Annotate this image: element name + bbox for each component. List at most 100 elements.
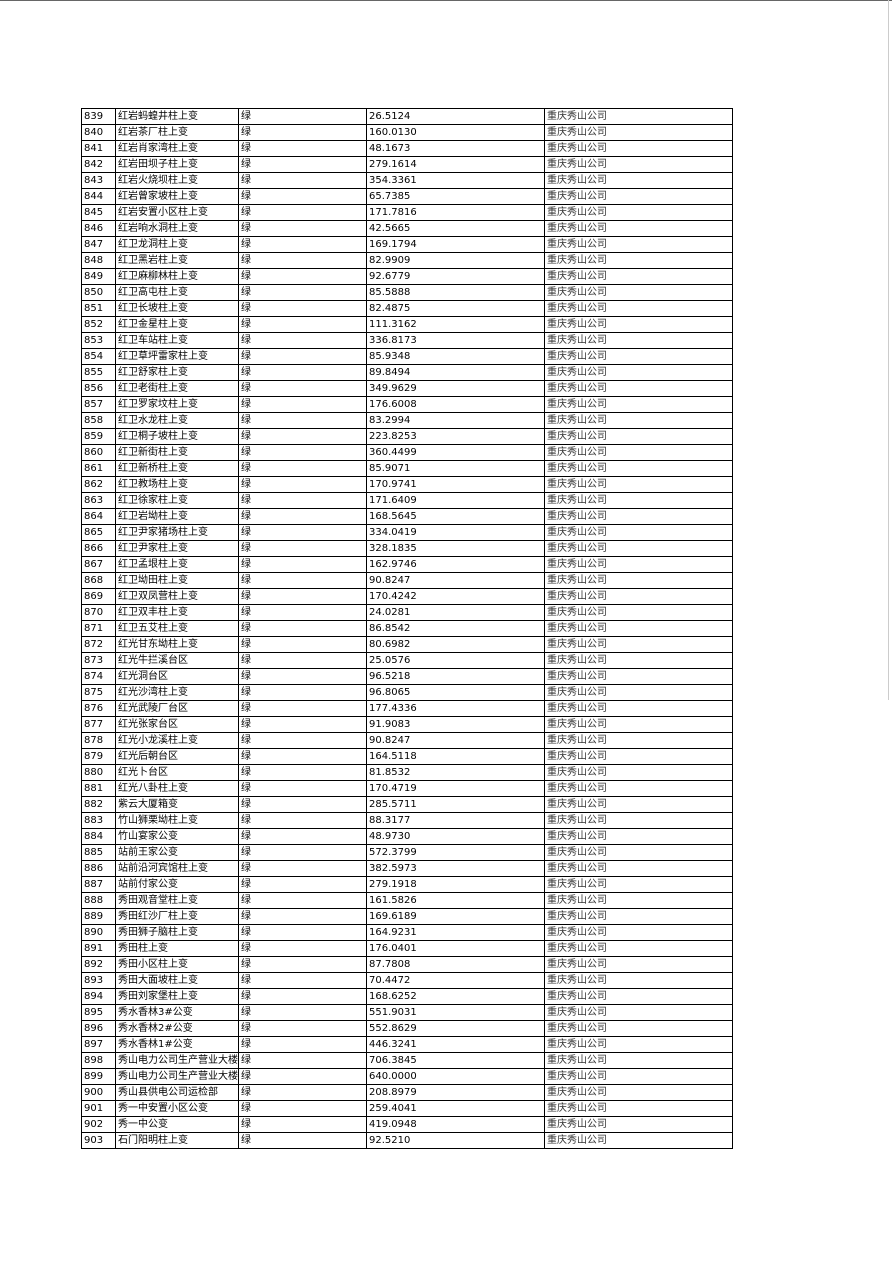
value: 91.9083 — [366, 716, 545, 733]
table-row: 857 红卫罗家坟柱上变绿 176.6008 重庆秀山公司 — [81, 396, 733, 413]
table-row: 873 红光牛拦溪台区绿 25.0576 重庆秀山公司 — [81, 652, 733, 669]
status: 绿 — [238, 1132, 367, 1149]
company: 重庆秀山公司 — [544, 764, 733, 781]
status: 绿 — [238, 476, 367, 493]
station-name: 红卫教场柱上变 — [115, 476, 239, 493]
table-row: 872 红光甘东坳柱上变绿 80.6982 重庆秀山公司 — [81, 636, 733, 653]
company: 重庆秀山公司 — [544, 924, 733, 941]
data-table: 839 红岩蚂蝗井柱上变绿 26.5124 重庆秀山公司 840 红岩茶厂柱上变绿 160.… — [81, 108, 733, 1149]
status: 绿 — [238, 956, 367, 973]
company: 重庆秀山公司 — [544, 108, 733, 125]
value: 446.3241 — [366, 1036, 545, 1053]
status: 绿 — [238, 876, 367, 893]
value: 169.6189 — [366, 908, 545, 925]
station-name: 红光张家台区 — [115, 716, 239, 733]
row-number: 880 — [81, 764, 116, 781]
company: 重庆秀山公司 — [544, 460, 733, 477]
station-name: 秀田观音堂柱上变 — [115, 892, 239, 909]
status: 绿 — [238, 988, 367, 1005]
status: 绿 — [238, 364, 367, 381]
status: 绿 — [238, 620, 367, 637]
table-row: 887 站前付家公变绿 279.1918 重庆秀山公司 — [81, 876, 733, 893]
status: 绿 — [238, 348, 367, 365]
value: 177.4336 — [366, 700, 545, 717]
status: 绿 — [238, 1004, 367, 1021]
row-number: 878 — [81, 732, 116, 749]
station-name: 秀田柱上变 — [115, 940, 239, 957]
status: 绿 — [238, 108, 367, 125]
value: 88.3177 — [366, 812, 545, 829]
table-row: 878 红光小龙溪柱上变绿 90.8247 重庆秀山公司 — [81, 732, 733, 749]
station-name: 红岩曾家坡柱上变 — [115, 188, 239, 205]
row-number: 854 — [81, 348, 116, 365]
row-number: 898 — [81, 1052, 116, 1069]
station-name: 红岩田坝子柱上变 — [115, 156, 239, 173]
status: 绿 — [238, 828, 367, 845]
company: 重庆秀山公司 — [544, 748, 733, 765]
company: 重庆秀山公司 — [544, 972, 733, 989]
status: 绿 — [238, 764, 367, 781]
value: 171.7816 — [366, 204, 545, 221]
company: 重庆秀山公司 — [544, 1068, 733, 1085]
table-row: 893 秀田大面坡柱上变绿 70.4472 重庆秀山公司 — [81, 972, 733, 989]
value: 552.8629 — [366, 1020, 545, 1037]
station-name: 红岩肖家湾柱上变 — [115, 140, 239, 157]
status: 绿 — [238, 428, 367, 445]
value: 285.5711 — [366, 796, 545, 813]
top-rule — [0, 0, 892, 1]
station-name: 秀山电力公司生产营业大楼 — [115, 1052, 239, 1069]
row-number: 872 — [81, 636, 116, 653]
value: 328.1835 — [366, 540, 545, 557]
row-number: 867 — [81, 556, 116, 573]
value: 85.9348 — [366, 348, 545, 365]
table-row: 866 红卫尹家柱上变绿 328.1835 重庆秀山公司 — [81, 540, 733, 557]
value: 349.9629 — [366, 380, 545, 397]
company: 重庆秀山公司 — [544, 524, 733, 541]
table-row: 864 红卫岩坳柱上变绿 168.5645 重庆秀山公司 — [81, 508, 733, 525]
table-row: 868 红卫坳田柱上变绿 90.8247 重庆秀山公司 — [81, 572, 733, 589]
value: 48.1673 — [366, 140, 545, 157]
company: 重庆秀山公司 — [544, 300, 733, 317]
status: 绿 — [238, 748, 367, 765]
status: 绿 — [238, 780, 367, 797]
row-number: 886 — [81, 860, 116, 877]
company: 重庆秀山公司 — [544, 844, 733, 861]
row-number: 897 — [81, 1036, 116, 1053]
value: 81.8532 — [366, 764, 545, 781]
station-name: 红光武陵厂台区 — [115, 700, 239, 717]
value: 83.2994 — [366, 412, 545, 429]
value: 24.0281 — [366, 604, 545, 621]
row-number: 852 — [81, 316, 116, 333]
company: 重庆秀山公司 — [544, 428, 733, 445]
table-row: 845 红岩安置小区柱上变绿 171.7816 重庆秀山公司 — [81, 204, 733, 221]
station-name: 红光小龙溪柱上变 — [115, 732, 239, 749]
status: 绿 — [238, 1068, 367, 1085]
company: 重庆秀山公司 — [544, 572, 733, 589]
row-number: 863 — [81, 492, 116, 509]
table-row: 884 竹山宴家公变绿 48.9730 重庆秀山公司 — [81, 828, 733, 845]
value: 170.4719 — [366, 780, 545, 797]
row-number: 849 — [81, 268, 116, 285]
row-number: 881 — [81, 780, 116, 797]
station-name: 红岩火烧坝柱上变 — [115, 172, 239, 189]
company: 重庆秀山公司 — [544, 252, 733, 269]
station-name: 秀水香林3#公变 — [115, 1004, 239, 1021]
status: 绿 — [238, 444, 367, 461]
table-row: 897 秀水香林1#公变绿 446.3241 重庆秀山公司 — [81, 1036, 733, 1053]
row-number: 891 — [81, 940, 116, 957]
value: 82.4875 — [366, 300, 545, 317]
company: 重庆秀山公司 — [544, 876, 733, 893]
status: 绿 — [238, 940, 367, 957]
table-row: 842 红岩田坝子柱上变绿 279.1614 重庆秀山公司 — [81, 156, 733, 173]
value: 86.8542 — [366, 620, 545, 637]
station-name: 红卫黑岩柱上变 — [115, 252, 239, 269]
row-number: 866 — [81, 540, 116, 557]
row-number: 870 — [81, 604, 116, 621]
table-row: 861 红卫新桥柱上变绿 85.9071 重庆秀山公司 — [81, 460, 733, 477]
status: 绿 — [238, 732, 367, 749]
company: 重庆秀山公司 — [544, 860, 733, 877]
status: 绿 — [238, 1020, 367, 1037]
value: 87.7808 — [366, 956, 545, 973]
company: 重庆秀山公司 — [544, 620, 733, 637]
table-row: 840 红岩茶厂柱上变绿 160.0130 重庆秀山公司 — [81, 124, 733, 141]
